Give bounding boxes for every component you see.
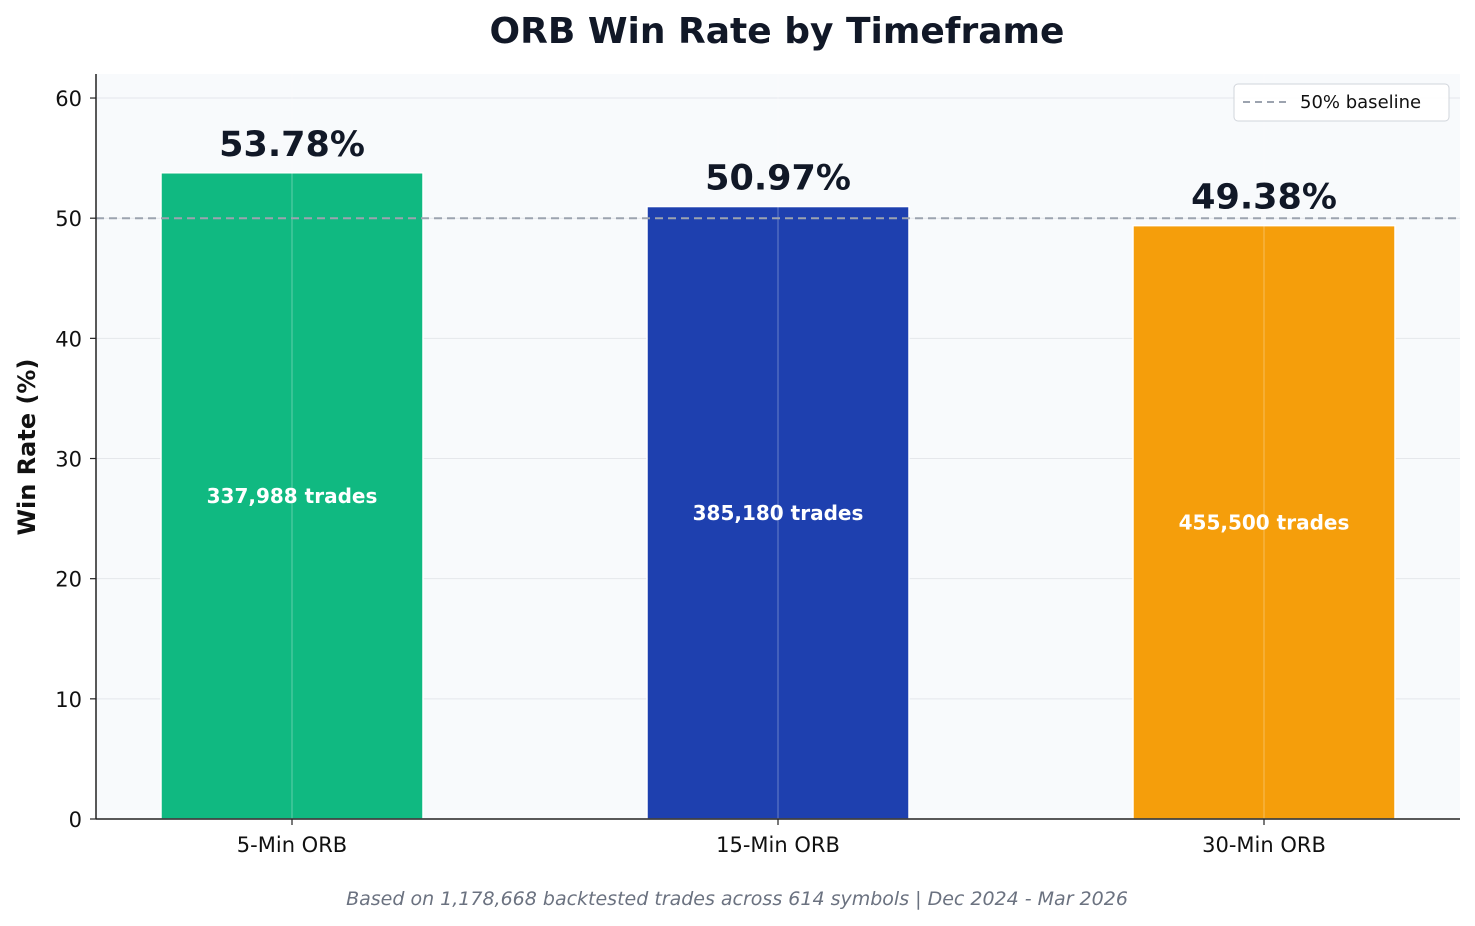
bar-value-label: 50.97% xyxy=(705,159,851,199)
x-tick-label: 30-Min ORB xyxy=(1202,833,1326,857)
y-tick-label: 20 xyxy=(55,568,82,592)
bar-value-label: 53.78% xyxy=(219,125,365,165)
y-tick-label: 60 xyxy=(55,87,82,111)
y-tick-label: 40 xyxy=(55,327,82,351)
bar-value-label: 49.38% xyxy=(1191,178,1337,218)
bar-2 xyxy=(646,205,910,820)
y-tick-label: 10 xyxy=(55,688,82,712)
legend-baseline-label: 50% baseline xyxy=(1300,92,1421,113)
ticks-layer: 0 10 20 30 40 50 60 5-Min ORB 15-Min ORB 30-Min O… xyxy=(55,87,1326,857)
legend: 50% baseline xyxy=(1233,83,1450,122)
labels-layer: 53.78% 337,988 trades 50.97% 385,180 trades… xyxy=(207,125,1350,535)
y-tick-label: 0 xyxy=(69,808,82,832)
x-tick-label: 5-Min ORB xyxy=(237,833,347,857)
bar-1 xyxy=(160,172,424,820)
y-tick-label: 50 xyxy=(55,207,82,231)
legend-box xyxy=(1233,83,1450,122)
chart-title: ORB Win Rate by Timeframe xyxy=(490,11,1065,52)
bar-trades-label: 385,180 trades xyxy=(693,501,864,525)
y-axis-label: Win Rate (%) xyxy=(13,359,41,536)
y-tick-label: 30 xyxy=(55,448,82,472)
vertical-grid-layer xyxy=(291,74,1265,819)
bar-trades-label: 455,500 trades xyxy=(1179,510,1350,534)
footnote: Based on 1,178,668 backtested trades acr… xyxy=(346,888,1128,910)
bar-trades-label: 337,988 trades xyxy=(207,484,378,508)
x-tick-label: 15-Min ORB xyxy=(716,833,840,857)
